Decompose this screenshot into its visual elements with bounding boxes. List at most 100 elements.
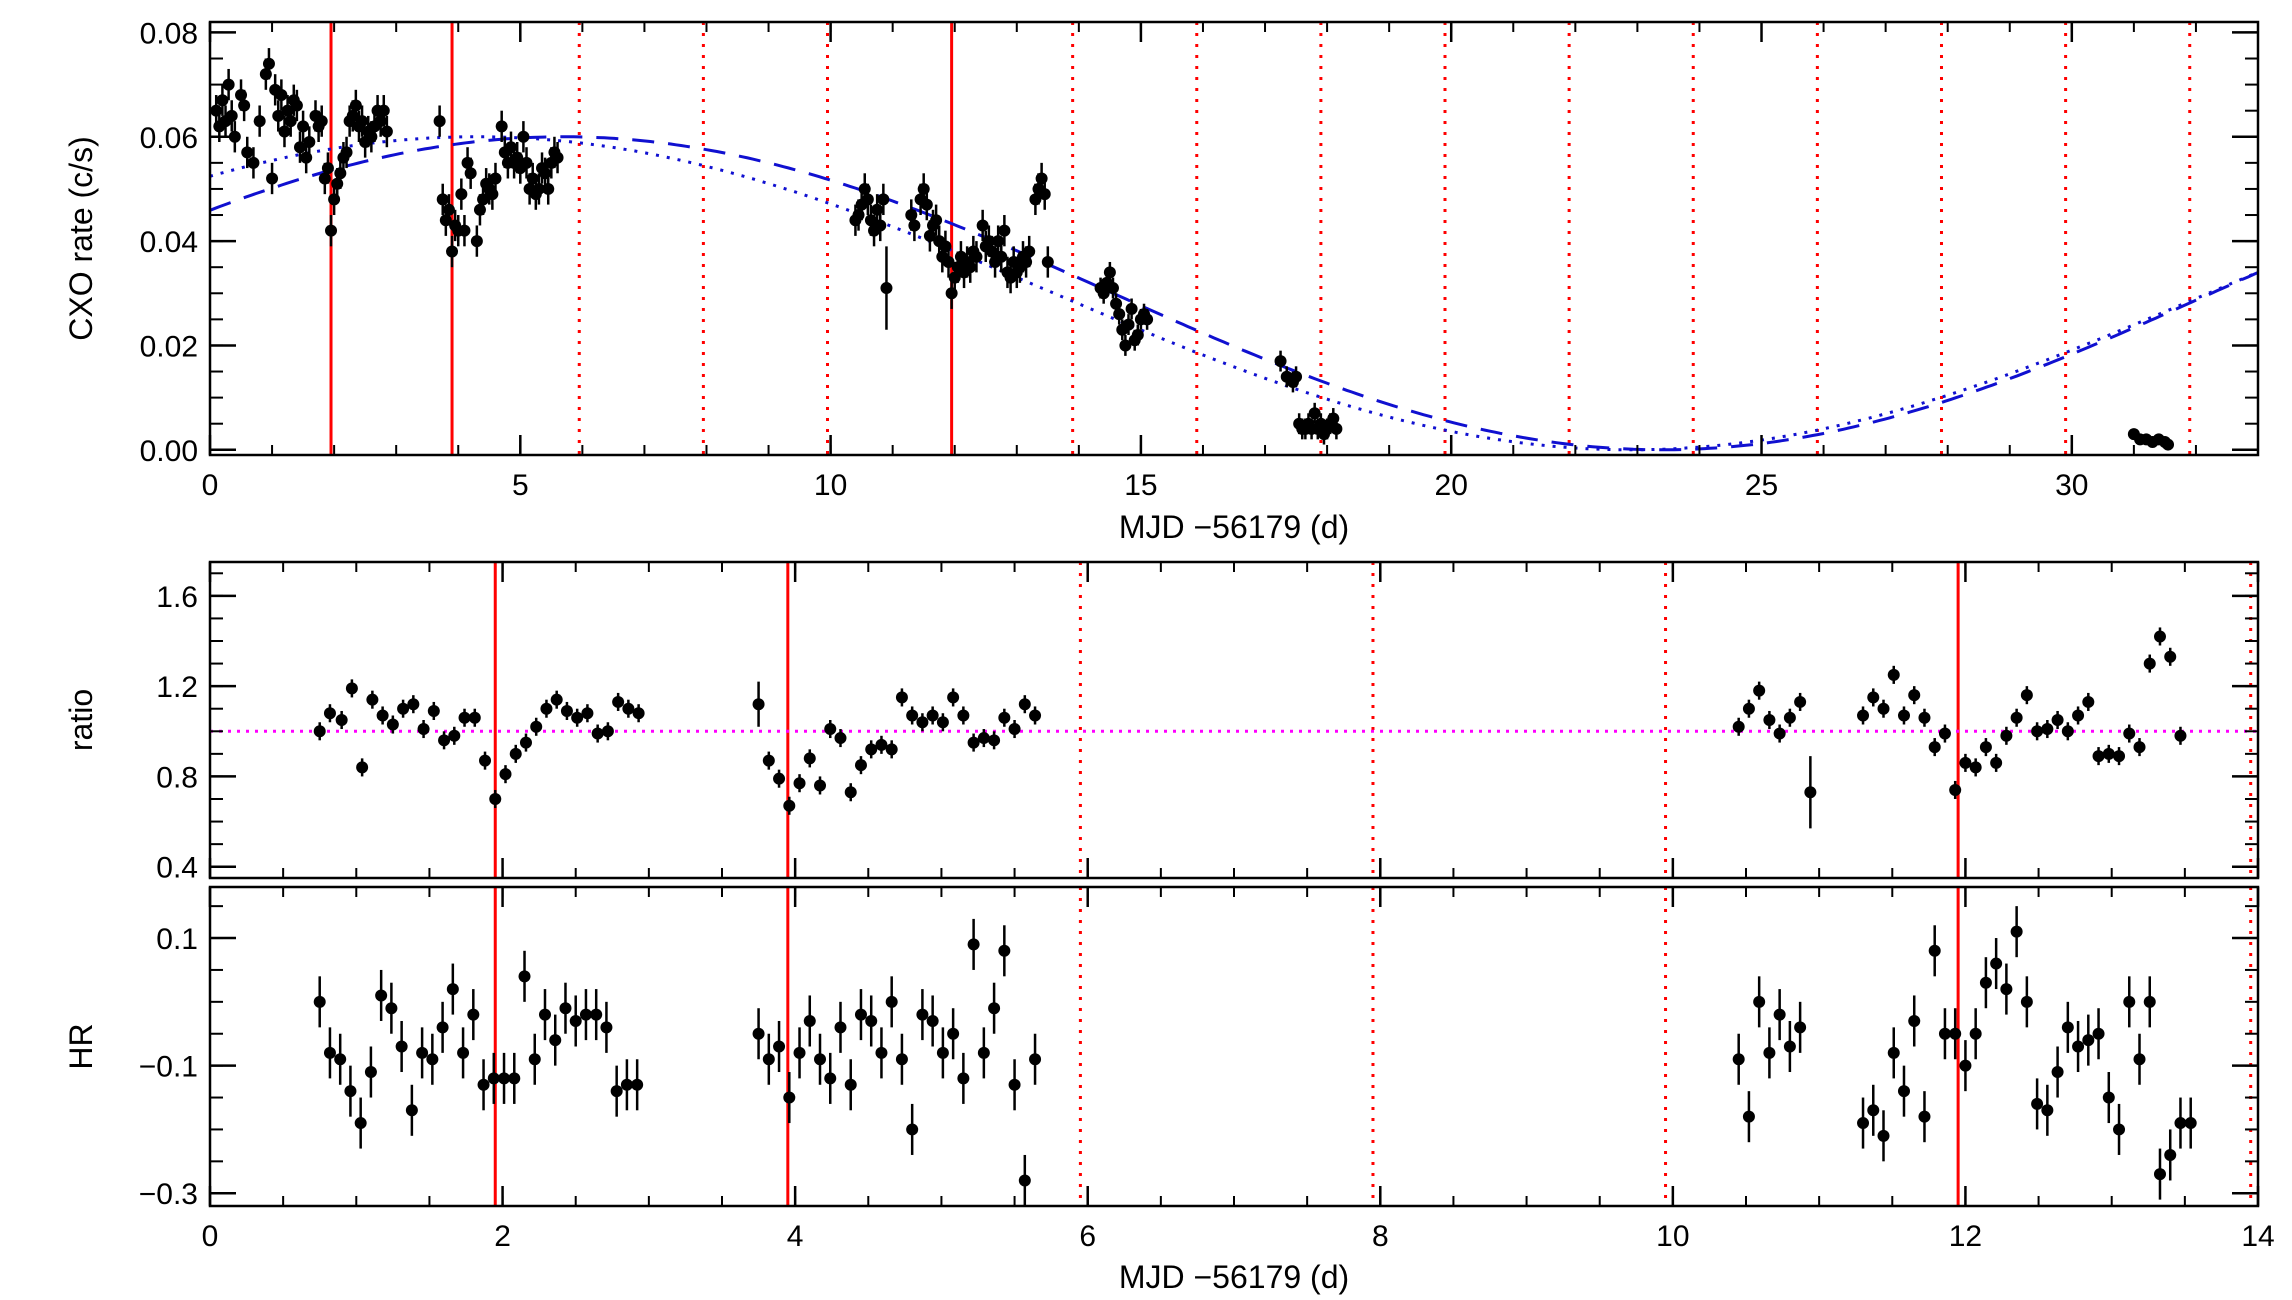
data-point [508, 1072, 521, 1085]
data-point [334, 1053, 347, 1066]
data-point [752, 1027, 765, 1040]
data-point [253, 115, 266, 128]
data-point [1732, 1053, 1745, 1066]
data-point [2123, 727, 2136, 740]
data-point [509, 747, 522, 760]
data-point [995, 250, 1008, 263]
data-point [906, 709, 919, 722]
data-point [1867, 691, 1880, 704]
data-point [600, 1021, 613, 1034]
x-tick-label: 5 [512, 469, 529, 502]
data-point [632, 707, 645, 720]
data-point [601, 725, 614, 738]
data-point [446, 983, 459, 996]
data-point [272, 109, 285, 122]
data-point [2162, 438, 2175, 451]
data-point [2010, 711, 2023, 724]
data-point [540, 702, 553, 715]
data-point [464, 167, 477, 180]
data-point [854, 759, 867, 772]
y-tick-label: 0.1 [156, 923, 198, 956]
data-point [436, 193, 449, 206]
data-point [1018, 1174, 1031, 1187]
x-tick-label: 15 [1124, 469, 1157, 502]
data-point [538, 1008, 551, 1021]
data-point [1877, 702, 1890, 715]
data-point [967, 938, 980, 951]
data-point [455, 188, 468, 201]
data-point [2031, 1097, 2044, 1110]
data-point [2031, 725, 2044, 738]
data-point [1969, 1027, 1982, 1040]
plot-frame [208, 560, 2260, 880]
y-tick-label: −0.1 [139, 1051, 198, 1084]
data-point [340, 146, 353, 159]
x-tick-label: 6 [1079, 1220, 1096, 1253]
data-point [1783, 1040, 1796, 1053]
data-point [247, 156, 260, 169]
data-point [2000, 729, 2013, 742]
data-point [942, 255, 955, 268]
data-point [957, 1072, 970, 1085]
data-point [222, 78, 235, 91]
data-point [354, 1117, 367, 1130]
data-point [1928, 741, 1941, 754]
data-point [2020, 995, 2033, 1008]
plot-area [210, 562, 2258, 878]
data-point [2061, 725, 2074, 738]
plot-area [313, 887, 2253, 1206]
data-point [2092, 1027, 2105, 1040]
data-point [266, 172, 279, 185]
data-point [998, 944, 1011, 957]
data-point [895, 691, 908, 704]
x-tick-label: 14 [2241, 1220, 2274, 1253]
data-point [457, 1046, 470, 1059]
data-point [1742, 702, 1755, 715]
data-point [1979, 741, 1992, 754]
data-point [1122, 318, 1135, 331]
data-point [241, 146, 254, 159]
data-point [803, 752, 816, 765]
data-point [262, 57, 275, 70]
data-point [824, 1072, 837, 1085]
data-point [1959, 1059, 1972, 1072]
dashed-model-curve [210, 135, 2258, 452]
data-point [446, 245, 459, 258]
data-point [1969, 761, 1982, 774]
plot-area [210, 22, 2258, 455]
data-point [376, 709, 389, 722]
data-point [495, 120, 508, 133]
data-point [1106, 282, 1119, 295]
data-point [1908, 689, 1921, 702]
data-point [793, 1046, 806, 1059]
data-point [2041, 1104, 2054, 1117]
data-point [2072, 1040, 2085, 1053]
data-point [2133, 1053, 2146, 1066]
dotted-model-curve [210, 135, 2258, 452]
ratio-panel: 0.4 0.8 1.2 1.6 ratio [63, 560, 2260, 885]
data-point [467, 1008, 480, 1021]
data-point [216, 94, 229, 107]
data-point [1732, 720, 1745, 733]
data-point [2082, 1034, 2095, 1047]
data-point [517, 130, 530, 143]
data-point [773, 1040, 786, 1053]
data-point [976, 219, 989, 232]
data-point [1990, 756, 2003, 769]
data-point [225, 109, 238, 122]
x-tick-label: 2 [494, 1220, 511, 1253]
data-point [1897, 1085, 1910, 1098]
data-point [1113, 308, 1126, 321]
data-point [385, 1002, 398, 1015]
data-point [612, 695, 625, 708]
data-point [1753, 684, 1766, 697]
data-point [793, 777, 806, 790]
data-point [542, 182, 555, 195]
data-point [458, 224, 471, 237]
data-point [783, 1091, 796, 1104]
data-point [366, 693, 379, 706]
data-point [549, 1034, 562, 1047]
data-point [875, 738, 888, 751]
data-point [977, 1046, 990, 1059]
